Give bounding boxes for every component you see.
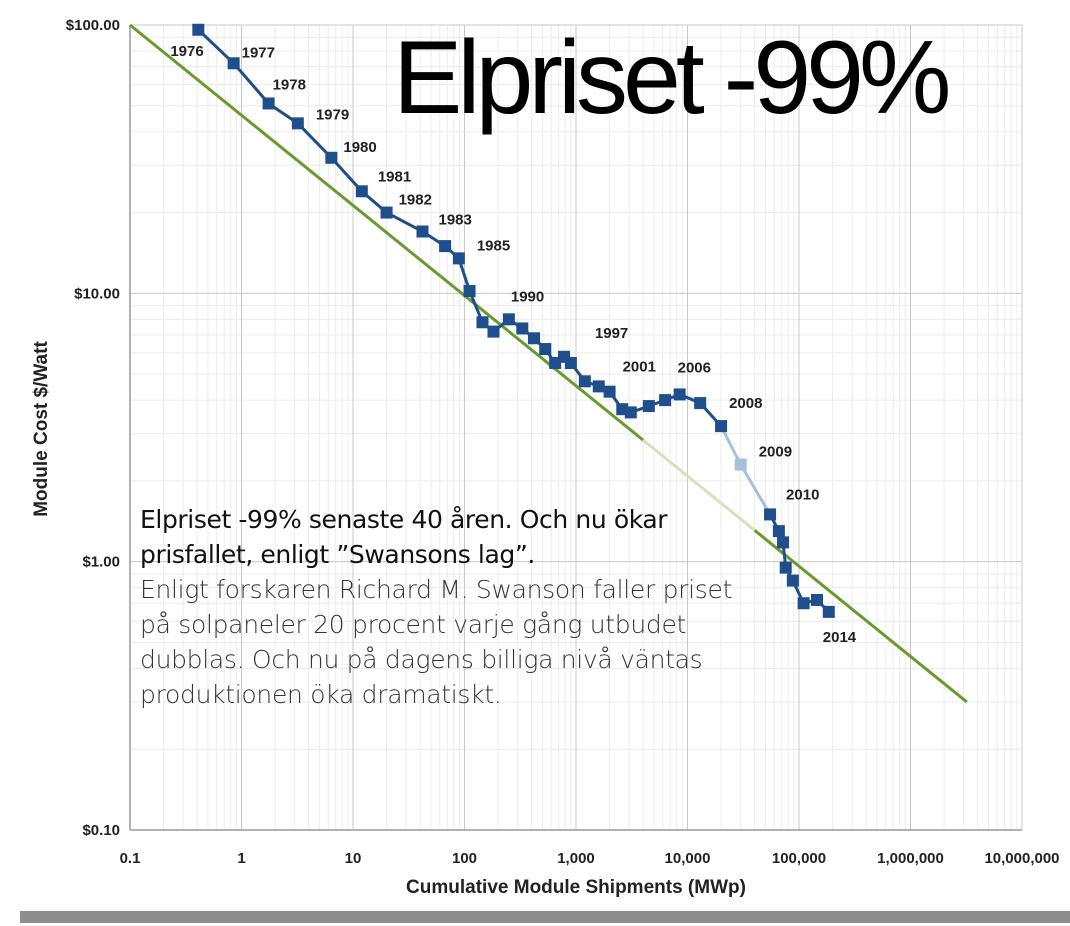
data-point-marker xyxy=(772,525,785,538)
data-point-marker xyxy=(734,458,747,471)
x-axis-title: Cumulative Module Shipments (MWp) xyxy=(406,877,746,898)
x-tick-label: 1,000 xyxy=(557,850,595,867)
x-tick-label: 10,000,000 xyxy=(984,850,1059,867)
year-label: 1978 xyxy=(273,76,306,93)
trend-line-group xyxy=(129,23,968,704)
data-point-marker xyxy=(764,508,777,521)
data-point-marker xyxy=(416,225,429,238)
year-label: 1982 xyxy=(399,192,432,209)
series-segment xyxy=(739,463,772,516)
data-point-marker xyxy=(476,316,489,329)
year-label: 2006 xyxy=(678,359,711,376)
chart-grid xyxy=(129,24,1023,831)
caption-body: Enligt forskaren Richard M. Swanson fall… xyxy=(140,575,733,709)
data-point-marker xyxy=(779,561,792,574)
y-axis-title: Module Cost $/Watt xyxy=(31,341,52,517)
year-label: 1990 xyxy=(511,288,544,305)
x-tick-label: 100 xyxy=(452,850,477,867)
year-label: 1997 xyxy=(595,325,628,342)
data-point-marker xyxy=(452,252,465,265)
series-segment xyxy=(719,425,743,466)
x-tick-label: 10,000 xyxy=(665,850,711,867)
y-tick-labels: $100.00 $10.00 $1.00 $0.10 xyxy=(66,17,120,839)
data-point-marker xyxy=(564,357,577,370)
x-tick-label: 1,000,000 xyxy=(877,850,944,867)
data-point-marker xyxy=(325,151,338,164)
data-point-marker xyxy=(603,385,616,398)
year-label: 1979 xyxy=(316,106,349,123)
bottom-divider xyxy=(20,911,1070,923)
y-tick-label: $1.00 xyxy=(82,554,120,571)
data-point-marker xyxy=(673,388,686,401)
year-label: 1981 xyxy=(378,168,411,185)
data-point-marker xyxy=(539,343,552,356)
x-tick-label: 1 xyxy=(237,850,245,867)
year-label: 1977 xyxy=(242,44,275,61)
y-tick-label: $0.10 xyxy=(82,822,120,839)
data-point-marker xyxy=(592,380,605,393)
data-point-marker xyxy=(694,397,707,410)
x-tick-label: 10 xyxy=(345,850,362,867)
year-label: 1985 xyxy=(477,237,510,254)
data-point-marker xyxy=(822,605,835,618)
data-point-marker xyxy=(810,593,823,606)
year-label: 2001 xyxy=(623,359,656,376)
data-point-marker xyxy=(291,117,304,130)
headline: Elpriset -99% xyxy=(393,20,951,136)
y-tick-label: $100.00 xyxy=(66,17,120,34)
data-point-marker xyxy=(192,23,205,36)
x-tick-label: 0.1 xyxy=(120,850,141,867)
data-point-marker xyxy=(642,400,655,413)
data-point-marker xyxy=(659,394,672,407)
year-label: 1980 xyxy=(343,139,376,156)
data-point-marker xyxy=(777,536,790,549)
x-tick-labels: 0.1 1 10 100 1,000 10,000 100,000 1,000,000 10,0… xyxy=(120,850,1060,867)
caption-lead: Elpriset -99% senaste 40 åren. Och nu ök… xyxy=(140,505,668,569)
year-label: 2008 xyxy=(729,395,762,412)
data-point-marker xyxy=(262,97,275,110)
data-point-marker xyxy=(516,322,529,335)
x-tick-label: 100,000 xyxy=(772,850,826,867)
price-series-group xyxy=(192,23,835,618)
year-label: 2014 xyxy=(823,629,857,646)
year-label: 1976 xyxy=(170,43,203,60)
year-label: 1983 xyxy=(438,211,471,228)
y-tick-label: $10.00 xyxy=(74,285,120,302)
data-point-marker xyxy=(786,574,799,587)
trend-line-faded xyxy=(642,438,756,532)
series-segment xyxy=(232,62,270,105)
data-point-marker xyxy=(463,285,476,298)
data-point-marker xyxy=(355,185,368,198)
data-point-marker xyxy=(624,406,637,419)
data-point-marker xyxy=(797,597,810,610)
year-label: 2009 xyxy=(759,444,792,461)
data-point-marker xyxy=(380,206,393,219)
data-point-marker xyxy=(527,332,540,345)
data-point-marker xyxy=(227,57,240,70)
data-point-marker xyxy=(502,313,515,326)
year-label: 2010 xyxy=(786,486,819,503)
trend-line xyxy=(129,23,645,442)
trend-line xyxy=(753,529,968,704)
data-point-marker xyxy=(578,375,591,388)
data-point-marker xyxy=(487,325,500,338)
caption-block: Elpriset -99% senaste 40 åren. Och nu ök… xyxy=(140,502,760,712)
data-point-marker xyxy=(715,420,728,433)
data-point-marker xyxy=(439,240,452,253)
